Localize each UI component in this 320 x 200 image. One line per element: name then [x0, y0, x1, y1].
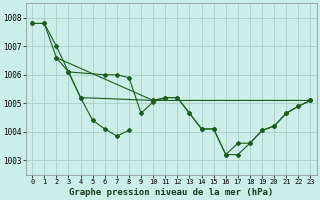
X-axis label: Graphe pression niveau de la mer (hPa): Graphe pression niveau de la mer (hPa): [69, 188, 274, 197]
